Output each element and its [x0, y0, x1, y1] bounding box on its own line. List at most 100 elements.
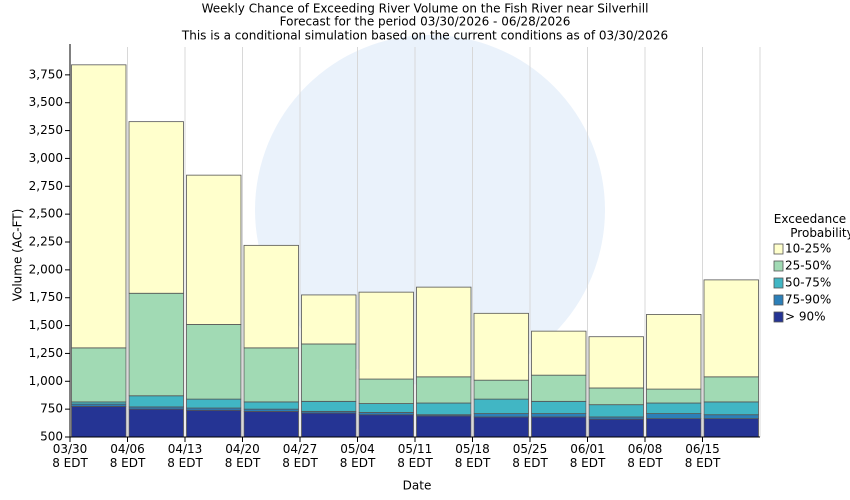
bar-segment: [588, 418, 644, 438]
bar-segment: [186, 174, 242, 325]
x-tick-time: 8 EDT: [512, 456, 548, 470]
bar-segment: [588, 387, 644, 406]
bar-segment: [243, 244, 299, 349]
bar-segment: [531, 374, 587, 402]
x-tick-label: 05/04 8 EDT: [340, 442, 376, 470]
bar-segment: [531, 413, 587, 418]
chart-note: This is a conditional simulation based o…: [181, 29, 668, 43]
x-tick-label: 04/06 8 EDT: [110, 442, 146, 470]
bar-segment: [646, 314, 702, 390]
bar-segment: [646, 413, 702, 420]
bar-segment: [703, 414, 759, 420]
x-tick-date: 06/15: [685, 442, 720, 456]
x-tick-time: 8 EDT: [282, 456, 318, 470]
x-tick-time: 8 EDT: [167, 456, 203, 470]
y-tick-label: 500: [40, 430, 63, 444]
bar-segment: [473, 413, 529, 418]
bar-segment: [703, 418, 759, 438]
y-tick-label: 3,250: [29, 123, 63, 137]
bar-segment: [531, 330, 587, 376]
y-tick-label: 1,500: [29, 318, 63, 332]
x-tick-date: 04/13: [168, 442, 203, 456]
legend-swatch: [773, 243, 784, 255]
bar-segment: [646, 402, 702, 414]
bar-segment: [71, 405, 127, 438]
bar-segment: [703, 279, 759, 378]
bar-segment: [473, 379, 529, 400]
bar-segment: [128, 292, 184, 397]
x-tick-time: 8 EDT: [110, 456, 146, 470]
legend-label: 50-75%: [785, 276, 831, 290]
bar-segment: [186, 409, 242, 438]
bar-segment: [646, 388, 702, 404]
x-tick-label: 06/01 8 EDT: [570, 442, 606, 470]
legend-title-line: Exceedance: [774, 212, 846, 226]
legend-label: 25-50%: [785, 259, 831, 273]
x-tick-date: 04/06: [110, 442, 145, 456]
x-tick-date: 05/25: [513, 442, 548, 456]
bar-segment: [588, 404, 644, 418]
bar-segment: [531, 416, 587, 438]
y-tick-label: 3,500: [29, 95, 63, 109]
x-tick-date: 05/04: [340, 442, 375, 456]
bar-segment: [358, 414, 414, 438]
x-tick-time: 8 EDT: [340, 456, 376, 470]
bar-segment: [71, 347, 127, 403]
x-tick-time: 8 EDT: [52, 456, 88, 470]
x-tick-label: 04/13 8 EDT: [167, 442, 203, 470]
x-tick-date: 05/11: [398, 442, 433, 456]
bar-segment: [416, 286, 472, 378]
x-tick-date: 06/01: [570, 442, 605, 456]
legend-label: 10-25%: [785, 242, 831, 256]
x-tick-time: 8 EDT: [455, 456, 491, 470]
x-tick-time: 8 EDT: [225, 456, 261, 470]
bar-segment: [531, 400, 587, 415]
x-tick-label: 06/15 8 EDT: [685, 442, 721, 470]
bar-segment: [416, 402, 472, 416]
x-tick-label: 05/18 8 EDT: [455, 442, 491, 470]
x-tick-date: 04/20: [225, 442, 260, 456]
bar-segment: [473, 398, 529, 415]
x-tick-date: 04/27: [283, 442, 318, 456]
bar-segment: [186, 324, 242, 400]
x-tick-date: 06/08: [628, 442, 663, 456]
legend-title: Exceedance Probability: [774, 212, 850, 240]
bar-segment: [243, 401, 299, 410]
legend-title-line: Probability: [790, 226, 850, 240]
y-tick-label: 750: [40, 402, 63, 416]
bar-segment: [358, 403, 414, 413]
x-tick-time: 8 EDT: [397, 456, 433, 470]
legend-swatch: [773, 277, 784, 289]
bar-segment: [301, 343, 357, 402]
bar-segment: [473, 416, 529, 438]
y-tick-label: 1,750: [29, 290, 63, 304]
x-axis-label: Date: [403, 479, 432, 493]
legend-swatch: [773, 260, 784, 272]
bar-segment: [416, 415, 472, 438]
bar-segment: [646, 418, 702, 438]
bar-segment: [128, 408, 184, 438]
bar-segment: [186, 398, 242, 409]
x-tick-time: 8 EDT: [570, 456, 606, 470]
bar-segment: [301, 294, 357, 345]
bar-segment: [416, 376, 472, 404]
y-tick-label: 3,750: [29, 67, 63, 81]
chart-title: Weekly Chance of Exceeding River Volume …: [202, 2, 649, 16]
bar-segment: [588, 336, 644, 389]
bar-segment: [473, 312, 529, 381]
bar-segment: [71, 64, 127, 349]
bar-segment: [301, 412, 357, 438]
x-tick-label: 05/25 8 EDT: [512, 442, 548, 470]
y-tick-label: 1,250: [29, 346, 63, 360]
bar-segment: [358, 378, 414, 404]
bar-segment: [301, 400, 357, 412]
y-tick-label: 1,000: [29, 374, 63, 388]
chart-subtitle: Forecast for the period 03/30/2026 - 06/…: [280, 15, 571, 29]
bar-segment: [243, 347, 299, 403]
bar-segment: [703, 401, 759, 416]
legend-label: > 90%: [785, 310, 826, 324]
bar-segment: [358, 291, 414, 380]
x-tick-label: 03/30 8 EDT: [52, 442, 88, 470]
x-tick-time: 8 EDT: [685, 456, 721, 470]
